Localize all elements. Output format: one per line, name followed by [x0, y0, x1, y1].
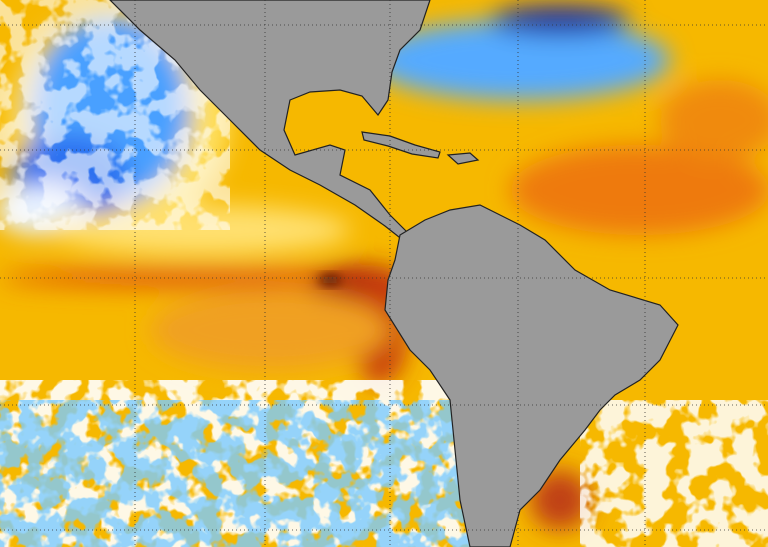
south-america [384, 204, 679, 547]
cool-speckles-atlantic [580, 400, 768, 547]
cuba [361, 131, 441, 159]
cold-speckles [0, 400, 470, 547]
north-america [109, 0, 431, 242]
land [109, 0, 679, 547]
hot-spot [318, 275, 342, 285]
hispaniola [446, 152, 480, 165]
